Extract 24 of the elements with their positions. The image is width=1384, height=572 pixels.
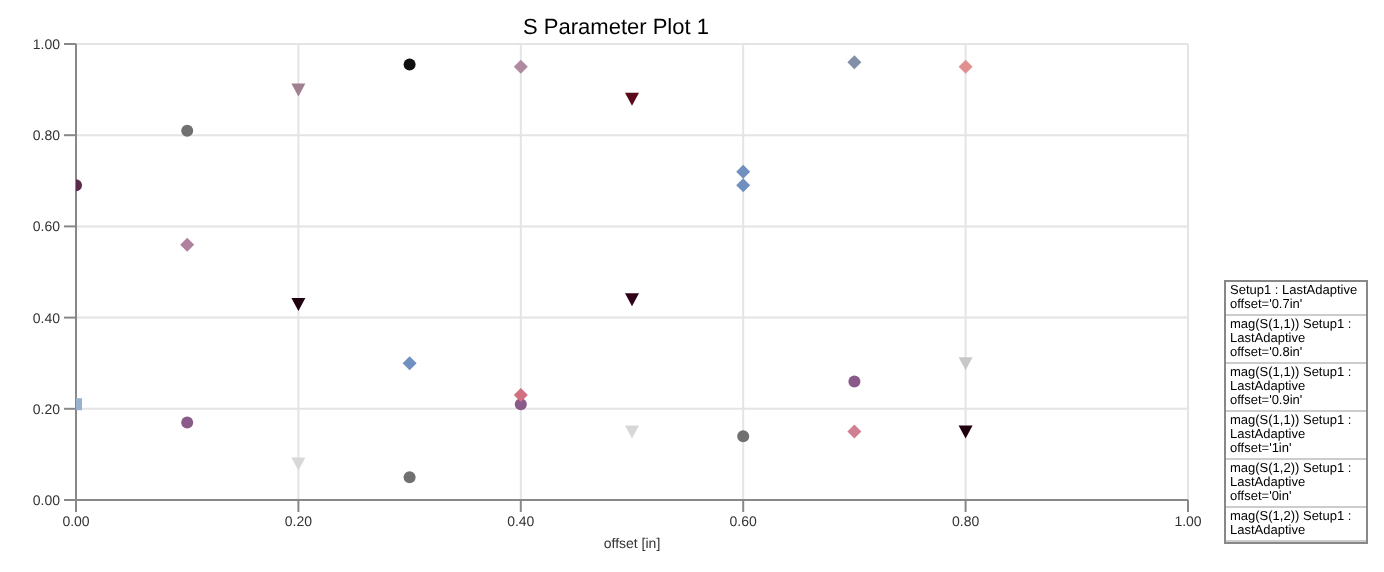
point	[181, 416, 194, 429]
point	[847, 55, 862, 70]
point	[625, 425, 639, 439]
point	[181, 124, 194, 137]
point	[291, 83, 306, 97]
point	[848, 375, 861, 388]
point	[736, 164, 751, 179]
point	[625, 92, 639, 106]
point	[958, 357, 973, 371]
point	[513, 388, 528, 403]
point	[403, 471, 416, 484]
point	[847, 424, 862, 439]
chart-title: S Parameter Plot 1	[521, 16, 711, 40]
point	[513, 59, 528, 74]
point	[736, 178, 751, 193]
point	[291, 457, 306, 471]
point	[180, 237, 195, 252]
point	[402, 356, 417, 371]
point	[625, 293, 639, 307]
point	[403, 58, 416, 71]
point	[291, 297, 306, 311]
point	[958, 59, 973, 74]
point	[958, 425, 973, 439]
point	[737, 430, 750, 443]
